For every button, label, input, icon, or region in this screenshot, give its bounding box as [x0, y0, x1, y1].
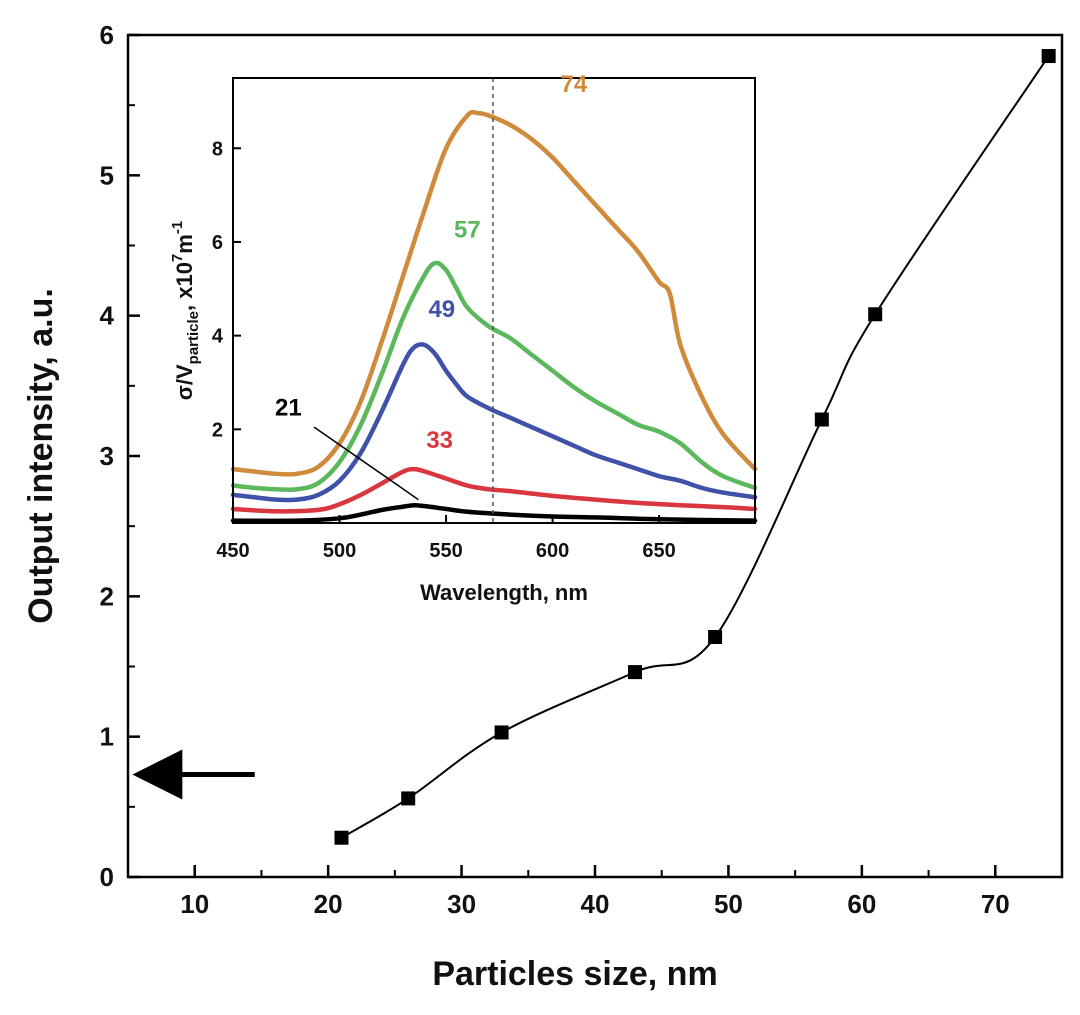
main-y-tick-label: 0 [100, 862, 114, 892]
inset-plot: 450 500 550 600 650 2 4 6 8 74 57 49 33 21 Waveleng… [169, 71, 758, 605]
main-data-point [334, 830, 349, 845]
inset-series-line-49 [230, 342, 758, 503]
main-x-tick-label: 60 [847, 889, 876, 919]
main-y-axis-label: Output intensity, a.u. [22, 288, 60, 624]
inset-curve-label-74: 74 [561, 71, 588, 98]
main-data-point [494, 725, 509, 740]
main-x-tick-label: 50 [714, 889, 743, 919]
main-y-tick-label: 2 [100, 581, 114, 611]
main-y-tick-label: 6 [100, 20, 114, 50]
main-x-tick-label: 70 [981, 889, 1010, 919]
inset-x-axis-label: Wavelength, nm [420, 580, 588, 605]
inset-background [233, 78, 755, 523]
main-y-ticks: 0 1 2 3 4 5 6 [100, 20, 140, 892]
inset-x-ticks: 450 500 550 600 650 [216, 515, 676, 562]
inset-y-tick-label: 4 [212, 326, 224, 348]
main-x-tick-label: 10 [180, 889, 209, 919]
main-data-point [708, 630, 723, 645]
inset-curve-label-33: 33 [426, 427, 453, 454]
inset-x-tick-label: 650 [642, 540, 675, 562]
main-x-ticks: 10 20 30 40 50 60 70 [127, 865, 1063, 919]
inset-y-tick-label: 8 [212, 138, 223, 160]
inset-series-line-33 [230, 466, 758, 514]
inset-x-tick-label: 600 [536, 540, 569, 562]
inset-x-tick-label: 550 [429, 540, 462, 562]
main-data-point [868, 307, 883, 322]
inset-y-ticks: 2 4 6 8 [212, 138, 241, 441]
main-x-axis-label: Particles size, nm [432, 955, 717, 993]
inset-curve-label-49: 49 [428, 296, 455, 323]
inset-x-tick-label: 450 [216, 540, 249, 562]
main-y-tick-label: 1 [100, 722, 114, 752]
main-data-points [334, 49, 1056, 845]
inset-series-line-57 [230, 260, 758, 493]
inset-y-axis-label: σ/Vparticle, x107m-1 [169, 221, 202, 400]
main-y-tick-label: 4 [100, 301, 115, 331]
inset-y-tick-label: 2 [212, 419, 223, 441]
watermark: 江苏激光产业创新联盟 [919, 985, 1070, 1003]
main-data-point [401, 791, 416, 806]
inset-plot-frame [232, 77, 756, 524]
main-y-tick-label: 5 [100, 160, 114, 190]
main-data-point [814, 412, 829, 427]
inset-y-tick-label: 6 [212, 232, 223, 254]
main-x-tick-label: 20 [314, 889, 343, 919]
inset-series-line-21 [230, 502, 758, 524]
main-plot: 10 20 30 40 50 60 70 0 1 2 3 4 5 6 Particles size, n… [22, 20, 1064, 993]
inset-curve-label-57: 57 [454, 216, 481, 243]
main-y-tick-label: 3 [100, 441, 114, 471]
inset-curve-label-21: 21 [275, 394, 302, 421]
main-data-point [1041, 49, 1056, 64]
inset-x-tick-label: 500 [323, 540, 356, 562]
inset-series-group [230, 109, 758, 524]
inset-curve-labels: 74 57 49 33 21 [275, 71, 588, 454]
inset-series-line-74 [230, 109, 758, 477]
main-x-tick-label: 30 [447, 889, 476, 919]
main-data-point [628, 665, 643, 680]
main-x-tick-label: 40 [581, 889, 610, 919]
inset-pointer-line-21 [313, 426, 419, 501]
